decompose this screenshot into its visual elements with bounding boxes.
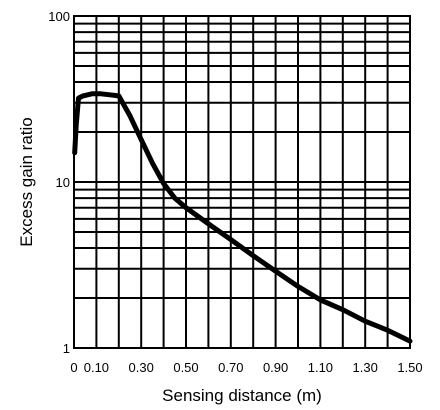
x-axis-label: Sensing distance (m) (162, 386, 322, 405)
y-tick-label: 10 (56, 175, 70, 190)
x-tick-label: 0.10 (84, 360, 109, 375)
x-tick-label: 1.50 (397, 360, 422, 375)
x-tick-label: 0.70 (218, 360, 243, 375)
x-tick-labels: 0 0.10 0.30 0.50 0.70 0.90 1.10 1.30 1.50 (70, 360, 422, 375)
y-tick-label: 100 (48, 9, 70, 24)
y-tick-labels: 1 10 100 (48, 9, 70, 356)
x-tick-label: 1.10 (308, 360, 333, 375)
plot-frame (73, 15, 411, 349)
x-tick-label: 0.90 (263, 360, 288, 375)
x-tick-label: 0.30 (129, 360, 154, 375)
y-axis-label: Excess gain ratio (17, 117, 36, 246)
y-tick-label: 1 (63, 341, 70, 356)
grid (74, 16, 410, 348)
x-tick-label: 0 (70, 360, 77, 375)
x-tick-label: 0.50 (173, 360, 198, 375)
series-line (72, 91, 413, 344)
x-tick-label: 1.30 (353, 360, 378, 375)
